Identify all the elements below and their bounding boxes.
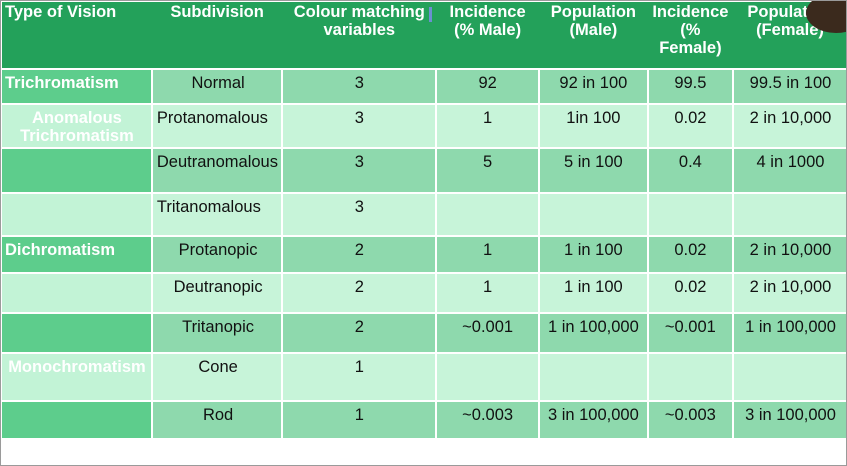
header-incidence-female: Incidence (% Female) <box>647 2 733 70</box>
cell-subdivision: Protanomalous <box>150 104 283 149</box>
cell-incidence-female: ~0.001 <box>646 313 733 354</box>
table-row: Tritanopic 2 ~0.001 1 in 100,000 ~0.001 … <box>2 313 846 354</box>
text-cursor-icon <box>429 7 432 22</box>
cell-population-female <box>731 353 846 402</box>
cell-population-male: 1 in 100 <box>537 273 648 314</box>
cell-incidence-female: 0.02 <box>646 273 733 314</box>
cell-population-female: 2 in 10,000 <box>731 273 846 314</box>
cell-population-female <box>731 193 846 237</box>
cell-incidence-male: 1 <box>435 236 539 274</box>
cell-subdivision: Tritanomalous <box>150 193 283 237</box>
cell-population-male <box>537 353 648 402</box>
cell-subdivision: Deutranopic <box>150 273 283 314</box>
cell-subdivision: Cone <box>150 353 283 402</box>
cell-population-female: 3 in 100,000 <box>731 401 846 440</box>
header-subdivision: Subdivision <box>151 2 283 70</box>
cell-incidence-male: ~0.003 <box>435 401 539 440</box>
cell-incidence-male: 1 <box>435 273 539 314</box>
cell-incidence-male: 5 <box>435 148 539 194</box>
cell-variables: 3 <box>281 69 437 105</box>
table-row: Deutranopic 2 1 1 in 100 0.02 2 in 10,00… <box>2 273 846 314</box>
table-row: Monochromatism Cone 1 <box>2 353 846 402</box>
cell-type <box>2 313 152 354</box>
cell-population-female: 99.5 in 100 <box>731 69 846 105</box>
cell-population-female: 4 in 1000 <box>731 148 846 194</box>
cell-variables: 1 <box>281 401 437 440</box>
cell-population-male: 1 in 100,000 <box>537 313 648 354</box>
cell-type <box>2 273 152 314</box>
cell-variables: 1 <box>281 353 437 402</box>
cell-incidence-male: 1 <box>435 104 539 149</box>
cell-population-male: 3 in 100,000 <box>537 401 648 440</box>
cell-incidence-male <box>435 193 539 237</box>
header-colour-matching-variables: Colour matching variables <box>282 2 437 70</box>
cell-subdivision: Rod <box>150 401 283 440</box>
cell-population-male: 1 in 100 <box>537 236 648 274</box>
table-header-row: Type of Vision Subdivision Colour matchi… <box>2 2 846 70</box>
cell-type <box>2 193 152 237</box>
cell-incidence-male: 92 <box>435 69 539 105</box>
cell-population-male: 1in 100 <box>537 104 648 149</box>
cell-type: Monochromatism <box>2 353 152 402</box>
cell-incidence-female: ~0.003 <box>646 401 733 440</box>
cell-variables: 3 <box>281 193 437 237</box>
cell-incidence-female: 99.5 <box>646 69 733 105</box>
header-incidence-male: Incidence (% Male) <box>436 2 539 70</box>
cell-population-female: 2 in 10,000 <box>731 236 846 274</box>
header-population-male: Population (Male) <box>538 2 648 70</box>
cell-type <box>2 401 152 440</box>
table-row: Tritanomalous 3 <box>2 193 846 237</box>
cell-type: Dichromatism <box>2 236 152 274</box>
cell-incidence-female: 0.02 <box>646 236 733 274</box>
cell-incidence-female <box>646 353 733 402</box>
cell-population-female: 1 in 100,000 <box>731 313 846 354</box>
cell-variables: 2 <box>281 236 437 274</box>
cell-incidence-female <box>646 193 733 237</box>
cell-incidence-male: ~0.001 <box>435 313 539 354</box>
header-type-of-vision: Type of Vision <box>2 2 152 70</box>
colour-vision-table: Type of Vision Subdivision Colour matchi… <box>2 2 846 440</box>
cell-type <box>2 148 152 194</box>
cell-incidence-female: 0.02 <box>646 104 733 149</box>
cell-subdivision: Normal <box>150 69 283 105</box>
table-row: Dichromatism Protanopic 2 1 1 in 100 0.0… <box>2 236 846 274</box>
table-row: Rod 1 ~0.003 3 in 100,000 ~0.003 3 in 10… <box>2 401 846 440</box>
cell-incidence-female: 0.4 <box>646 148 733 194</box>
cell-incidence-male <box>435 353 539 402</box>
table-row: Anomalous Trichromatism Protanomalous 3 … <box>2 104 846 149</box>
cell-type: Trichromatism <box>2 69 152 105</box>
cell-population-male <box>537 193 648 237</box>
cell-variables: 3 <box>281 148 437 194</box>
table-row: Trichromatism Normal 3 92 92 in 100 99.5… <box>2 69 846 105</box>
cell-variables: 3 <box>281 104 437 149</box>
cell-subdivision: Protanopic <box>150 236 283 274</box>
table-row: Deutranomalous 3 5 5 in 100 0.4 4 in 100… <box>2 148 846 194</box>
cell-population-female: 2 in 10,000 <box>731 104 846 149</box>
cell-subdivision: Deutranomalous <box>150 148 283 194</box>
cell-variables: 2 <box>281 313 437 354</box>
cell-population-male: 5 in 100 <box>537 148 648 194</box>
cell-variables: 2 <box>281 273 437 314</box>
cell-population-male: 92 in 100 <box>537 69 648 105</box>
cell-subdivision: Tritanopic <box>150 313 283 354</box>
cell-type: Anomalous Trichromatism <box>2 104 152 149</box>
